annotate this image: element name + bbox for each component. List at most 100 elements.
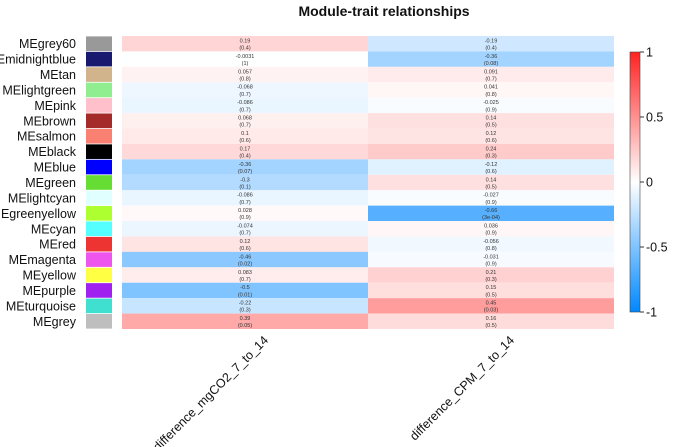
row-label: MEcyan bbox=[31, 222, 76, 236]
row-color-swatch bbox=[86, 236, 112, 252]
cell-correlation: 0.16 bbox=[486, 316, 497, 322]
cell-correlation: -0.086 bbox=[237, 193, 253, 199]
cell-pvalue: (0.03) bbox=[484, 308, 499, 314]
cell-correlation: -0.031 bbox=[483, 254, 499, 260]
cell-correlation: 0.17 bbox=[240, 146, 251, 152]
cell-correlation: -0.025 bbox=[483, 100, 499, 106]
cell-pvalue: (0.05) bbox=[238, 323, 253, 329]
row-label: MEblack bbox=[28, 145, 77, 159]
row-color-swatch bbox=[86, 267, 112, 283]
legend-tick-label: 0.5 bbox=[646, 111, 663, 125]
heatmap-cell bbox=[368, 313, 614, 329]
cell-correlation: -0.068 bbox=[237, 85, 253, 91]
row-label: MEpink bbox=[34, 99, 76, 113]
cell-pvalue: (0.7) bbox=[239, 123, 250, 129]
cell-correlation: 0.083 bbox=[238, 270, 252, 276]
heatmap-cell bbox=[368, 128, 614, 144]
row-color-swatch bbox=[86, 144, 112, 159]
cell-correlation: 0.041 bbox=[484, 85, 498, 91]
cell-correlation: -0.074 bbox=[237, 224, 253, 230]
cell-correlation: 0.091 bbox=[484, 69, 498, 75]
row-color-swatch bbox=[86, 82, 112, 98]
heatmap-cell bbox=[368, 267, 614, 283]
heatmap-cell bbox=[368, 298, 614, 314]
cell-pvalue: (0.3) bbox=[485, 154, 496, 160]
heatmap-cell bbox=[368, 51, 614, 67]
row-label: MEblue bbox=[34, 161, 76, 175]
cell-correlation: -0.36 bbox=[239, 162, 252, 168]
row-color-swatch bbox=[86, 252, 112, 267]
heatmap-cell bbox=[122, 205, 368, 222]
cell-pvalue: (0.4) bbox=[239, 154, 250, 160]
chart-title: Module-trait relationships bbox=[298, 3, 469, 19]
row-color-swatch bbox=[86, 98, 112, 113]
column-label: difference_mgCO2_7_to_14 bbox=[150, 333, 271, 447]
row-label: MEpurple bbox=[23, 284, 77, 298]
cell-pvalue: (0.8) bbox=[485, 92, 496, 98]
cell-pvalue: (0.3) bbox=[485, 277, 496, 283]
heatmap-cell bbox=[368, 190, 614, 206]
row-color-swatch bbox=[86, 313, 112, 329]
row-color-swatch bbox=[86, 206, 112, 221]
cell-pvalue: (0.08) bbox=[484, 61, 499, 67]
heatmap-cell bbox=[368, 159, 614, 175]
row-color-swatches bbox=[86, 36, 112, 329]
cell-pvalue: (0.6) bbox=[485, 169, 496, 175]
row-label: MEgreenyellow bbox=[0, 207, 77, 221]
heatmap-cell-labels: 0.19(0.4)-0.19(0.4)-0.0031(1)-0.36(0.08)… bbox=[236, 38, 500, 329]
cell-pvalue: (0.5) bbox=[485, 323, 496, 329]
legend-tick-label: -1 bbox=[646, 306, 657, 320]
row-label: MEmidnightblue bbox=[0, 53, 76, 67]
cell-pvalue: (0.01) bbox=[238, 292, 253, 298]
row-label: MElightgreen bbox=[2, 83, 76, 97]
legend-tick-label: 1 bbox=[646, 46, 653, 60]
row-label: MEtan bbox=[40, 68, 76, 82]
heatmap-cell bbox=[122, 313, 368, 329]
cell-pvalue: (0.4) bbox=[239, 46, 250, 52]
cell-pvalue: (0.6) bbox=[239, 246, 250, 252]
cell-correlation: -0.66 bbox=[485, 208, 498, 214]
heatmap-cell bbox=[122, 66, 368, 83]
cell-correlation: 0.036 bbox=[484, 224, 498, 230]
cell-pvalue: (0.5) bbox=[485, 292, 496, 298]
row-color-swatch bbox=[86, 190, 112, 206]
cell-correlation: 0.39 bbox=[240, 316, 251, 322]
heatmap-cell bbox=[122, 267, 368, 283]
cell-pvalue: (0.9) bbox=[485, 200, 496, 206]
legend-tick-label: -0.5 bbox=[646, 241, 668, 255]
heatmap-cell bbox=[368, 282, 614, 299]
column-label: difference_CPM_7_to_14 bbox=[407, 333, 517, 443]
row-label: MEbrown bbox=[23, 114, 76, 128]
cell-pvalue: (0.7) bbox=[239, 200, 250, 206]
row-label: MEgrey60 bbox=[19, 37, 76, 51]
cell-pvalue: (0.7) bbox=[239, 92, 250, 98]
row-label: MEgrey bbox=[33, 315, 77, 329]
heatmap-cell bbox=[122, 113, 368, 129]
heatmap-cells bbox=[122, 36, 614, 329]
cell-pvalue: (0.7) bbox=[239, 231, 250, 237]
cell-correlation: 0.14 bbox=[486, 116, 497, 122]
heatmap-cell bbox=[368, 236, 614, 252]
cell-correlation: -0.086 bbox=[237, 100, 253, 106]
heatmap-cell bbox=[368, 36, 614, 52]
heatmap-cell bbox=[122, 36, 368, 52]
cell-pvalue: (0.9) bbox=[485, 107, 496, 113]
cell-correlation: 0.12 bbox=[240, 239, 251, 245]
cell-correlation: 0.057 bbox=[238, 69, 252, 75]
heatmap-cell bbox=[368, 221, 614, 237]
row-label: MEsalmon bbox=[17, 130, 76, 144]
heatmap-cell bbox=[122, 251, 368, 268]
row-color-swatch bbox=[86, 175, 112, 190]
cell-pvalue: (0.9) bbox=[485, 261, 496, 267]
cell-correlation: -0.027 bbox=[483, 193, 499, 199]
color-legend: 1 0.5 0 -0.5 -1 bbox=[629, 46, 668, 320]
heatmap-cell bbox=[368, 113, 614, 129]
cell-correlation: -0.46 bbox=[239, 254, 252, 260]
heatmap-cell bbox=[368, 205, 614, 222]
row-color-swatch bbox=[86, 67, 112, 82]
cell-pvalue: (0.5) bbox=[485, 123, 496, 129]
cell-pvalue: (0.07) bbox=[238, 169, 253, 175]
row-label: MElightcyan bbox=[8, 191, 76, 205]
row-label: MEmagenta bbox=[9, 253, 76, 267]
row-label: MEgreen bbox=[25, 176, 76, 190]
